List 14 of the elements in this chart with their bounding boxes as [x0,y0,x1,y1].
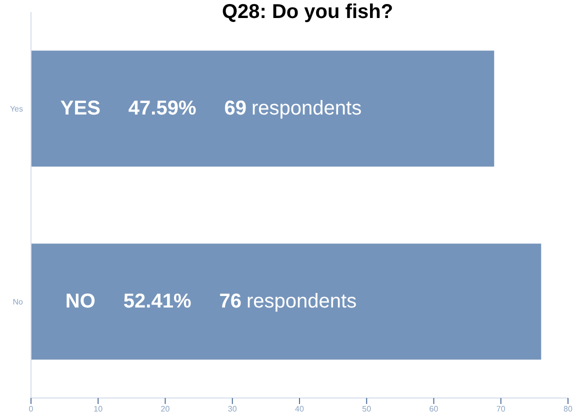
x-tick-label: 40 [295,404,304,414]
x-tick-label: 0 [28,404,34,414]
x-tick-label: 70 [496,404,506,414]
y-tick-label: No [12,297,24,306]
x-tick-label: 30 [228,404,238,414]
x-tick-label: 80 [564,404,573,414]
y-tick-label: Yes [10,104,23,114]
text: YES 47.59% 69 respondents [60,98,362,120]
chart-title: Q28: Do you fish? [220,0,394,24]
text: NO 52.41% 76 respondents [65,290,357,313]
x-tick-label: 20 [160,404,170,414]
x-tick-label: 50 [362,404,372,414]
x-tick-label: 10 [94,404,104,414]
x-tick-label: 60 [429,404,439,414]
